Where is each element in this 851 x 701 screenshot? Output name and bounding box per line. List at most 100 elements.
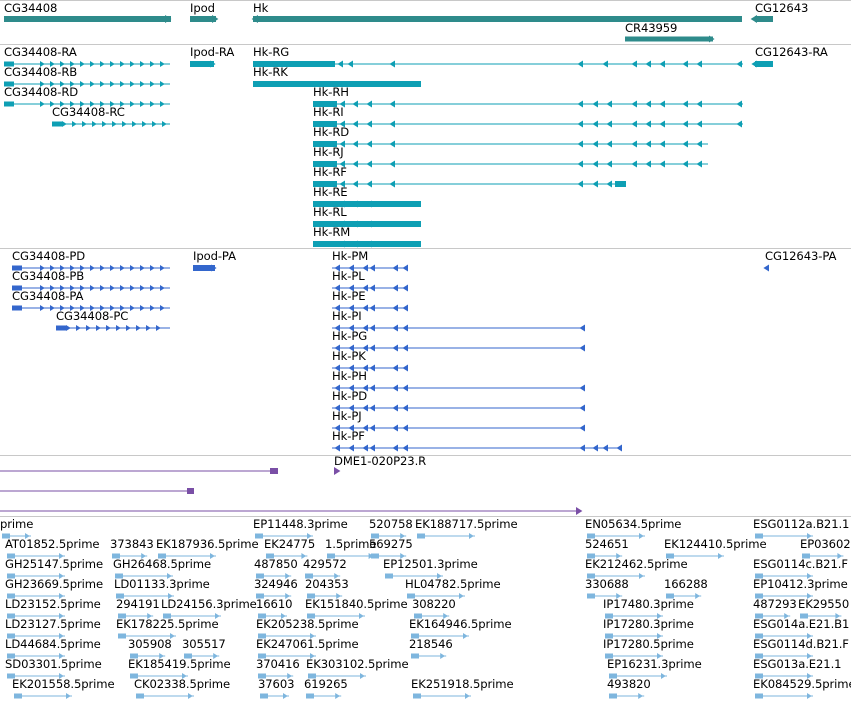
est-label[interactable]: EP10412.3prime (753, 577, 848, 591)
est-label[interactable]: 308220 (412, 597, 456, 611)
transcript-label[interactable]: CG34408-RD (4, 85, 79, 99)
gene-label[interactable]: CG34408 (4, 1, 58, 15)
est-label[interactable]: LD24156.3prime (161, 597, 257, 611)
transcript-label[interactable]: Hk-RH (313, 85, 349, 99)
est-label[interactable]: 324946 (254, 577, 298, 591)
transcript-label[interactable]: Hk-RF (313, 165, 347, 179)
est-label[interactable]: 166288 (664, 577, 708, 591)
est-label[interactable]: CK02338.5prime (134, 677, 231, 691)
protein-label[interactable]: Hk-PH (332, 369, 367, 383)
protein-label[interactable]: CG12643-PA (765, 249, 837, 263)
transcript-label[interactable]: CG34408-RB (4, 65, 78, 79)
transcript-label[interactable]: Hk-RI (313, 105, 344, 119)
transcript-label[interactable]: Hk-RE (313, 185, 348, 199)
est-label[interactable]: 520758 (369, 517, 413, 531)
est-label[interactable]: 487293 (753, 597, 797, 611)
protein-label[interactable]: Ipod-PA (193, 249, 236, 263)
protein-label[interactable]: Hk-PG (332, 329, 368, 343)
est-label[interactable]: EK187936.5prime (156, 537, 259, 551)
est-label[interactable]: prime (0, 517, 34, 531)
est-label[interactable]: EK084529.5prime (753, 677, 851, 691)
transcript-label[interactable]: Ipod-RA (190, 45, 235, 59)
est-label[interactable]: EK201558.5prime (12, 677, 115, 691)
transcript-label[interactable]: CG12643-RA (755, 45, 828, 59)
est-label[interactable]: EK29550 (798, 597, 850, 611)
est-label[interactable]: EK188717.5prime (415, 517, 518, 531)
est-label[interactable]: EK24775 (264, 537, 316, 551)
protein-label[interactable]: Hk-PI (332, 309, 362, 323)
est-label[interactable]: EK164946.5prime (409, 617, 512, 631)
est-label[interactable]: GH25147.5prime (5, 557, 104, 571)
gene-label[interactable]: Ipod (190, 1, 215, 15)
clone-label[interactable]: DME1-020P23.R (334, 454, 427, 468)
est-label[interactable]: LD23152.5prime (5, 597, 101, 611)
est-label[interactable]: EK212462.5prime (585, 557, 688, 571)
est-label[interactable]: EP03602 (800, 537, 851, 551)
est-label[interactable]: 294191 (116, 597, 160, 611)
est-label[interactable]: 305908 (128, 637, 172, 651)
transcript-label[interactable]: CG34408-RA (4, 45, 77, 59)
est-label[interactable]: 487850 (254, 557, 298, 571)
protein-label[interactable]: Hk-PF (332, 429, 365, 443)
protein-label[interactable]: Hk-PK (332, 349, 366, 363)
protein-label[interactable]: Hk-PL (332, 269, 365, 283)
gene-label[interactable]: Hk (253, 1, 269, 15)
est-label[interactable]: EP11448.3prime (253, 517, 348, 531)
est-label[interactable]: 204353 (305, 577, 349, 591)
est-label[interactable]: 37603 (258, 677, 295, 691)
est-label[interactable]: LD23127.5prime (5, 617, 101, 631)
protein-label[interactable]: Hk-PD (332, 389, 368, 403)
protein-label[interactable]: Hk-PM (332, 249, 369, 263)
est-label[interactable]: 16610 (256, 597, 293, 611)
est-label[interactable]: 429572 (303, 557, 347, 571)
est-label[interactable]: EN05634.5prime (585, 517, 682, 531)
est-label[interactable]: ESG0114d.B21.F (753, 637, 849, 651)
est-label[interactable]: EK247061.5prime (256, 637, 359, 651)
gene-label[interactable]: CR43959 (625, 21, 678, 35)
est-label[interactable]: 569275 (369, 537, 413, 551)
transcript-label[interactable]: Hk-RL (313, 205, 347, 219)
protein-label[interactable]: Hk-PJ (332, 409, 362, 423)
est-label[interactable]: 330688 (585, 577, 629, 591)
est-label[interactable]: 370416 (256, 657, 300, 671)
est-label[interactable]: IP17480.3prime (603, 597, 694, 611)
protein-label[interactable]: CG34408-PC (56, 309, 129, 323)
est-label[interactable]: ESG0114c.B21.F (753, 557, 848, 571)
transcript-label[interactable]: Hk-RG (253, 45, 290, 59)
est-label[interactable]: 218546 (409, 637, 453, 651)
est-label[interactable]: EK178225.5prime (116, 617, 219, 631)
est-label[interactable]: ESG014a.E21.B1 (753, 617, 850, 631)
protein-label[interactable]: CG34408-PB (12, 269, 85, 283)
est-label[interactable]: EK251918.5prime (411, 677, 514, 691)
est-label[interactable]: ESG013a.E21.1 (753, 657, 842, 671)
est-label[interactable]: GH23669.5prime (5, 577, 104, 591)
transcript-label[interactable]: Hk-RM (313, 225, 351, 239)
est-label[interactable]: IP17280.5prime (603, 637, 694, 651)
gene-label[interactable]: CG12643 (755, 1, 809, 15)
est-label[interactable]: EK185419.5prime (128, 657, 231, 671)
est-label[interactable]: 305517 (182, 637, 226, 651)
est-label[interactable]: 373843 (110, 537, 154, 551)
protein-label[interactable]: CG34408-PA (12, 289, 84, 303)
est-label[interactable]: GH26468.5prime (113, 557, 212, 571)
est-label[interactable]: EP12501.3prime (383, 557, 478, 571)
est-label[interactable]: AT01852.5prime (5, 537, 100, 551)
transcript-label[interactable]: CG34408-RC (52, 105, 125, 119)
est-label[interactable]: 1.5prime (325, 537, 377, 551)
est-label[interactable]: IP17280.3prime (603, 617, 694, 631)
transcript-label[interactable]: Hk-RJ (313, 145, 344, 159)
est-label[interactable]: EK303102.5prime (306, 657, 409, 671)
est-label[interactable]: SD03301.5prime (5, 657, 102, 671)
est-label[interactable]: ESG0112a.B21.1 (753, 517, 850, 531)
protein-label[interactable]: CG34408-PD (12, 249, 86, 263)
est-label[interactable]: EK205238.5prime (256, 617, 359, 631)
est-label[interactable]: LD44684.5prime (5, 637, 101, 651)
est-label[interactable]: 619265 (304, 677, 348, 691)
est-label[interactable]: EP16231.3prime (607, 657, 702, 671)
protein-label[interactable]: Hk-PE (332, 289, 366, 303)
transcript-label[interactable]: Hk-RD (313, 125, 350, 139)
est-label[interactable]: EK124410.5prime (664, 537, 767, 551)
est-label[interactable]: EK151840.5prime (305, 597, 408, 611)
est-label[interactable]: 493820 (607, 677, 651, 691)
est-label[interactable]: LD01133.3prime (114, 577, 210, 591)
